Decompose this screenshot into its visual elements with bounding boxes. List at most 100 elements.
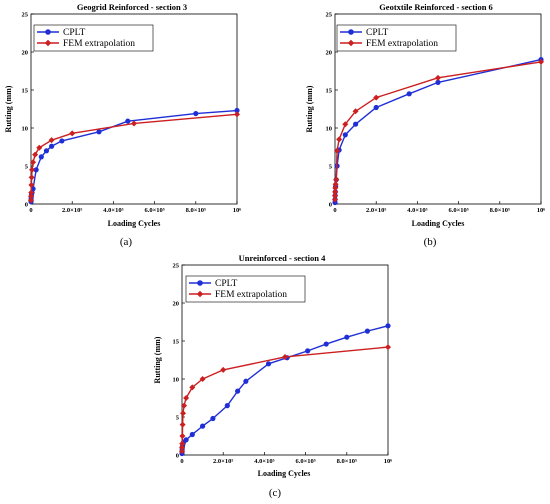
chart-a-cplt-point-12 [125, 118, 131, 124]
chart-b-cplt-point-10 [373, 104, 379, 111]
chart-a-fem-point-3 [28, 182, 35, 188]
chart-a-fem-point-10 [69, 130, 76, 137]
panel-c: Unreinforced - section 4 0 5 10 15 20 25 0 2.0×… [153, 253, 392, 499]
chart-b-fem-point-1 [332, 192, 339, 199]
chart-a-fem-point-9 [48, 137, 55, 144]
chart-c-ytick-label-2: 10 [173, 377, 180, 384]
legend-c-cplt-label: CPLT [215, 279, 238, 289]
chart-c-fem-point-10 [220, 366, 227, 373]
chart-c-cplt-point-15 [305, 348, 311, 354]
chart-c-fem-point-8 [189, 384, 196, 391]
chart-b-fem-point-5 [333, 176, 340, 183]
legend-a-cplt-marker [45, 29, 51, 35]
chart-c-cplt-point-7 [189, 431, 195, 438]
chart-a-plot: 0 5 10 15 20 25 0 2.0×10⁵ 4.0×10⁵ 6.0×10⁵ 8.0×10⁵ 1… [22, 12, 242, 215]
panel-a: Geogrid Reinforced - section 3 0 5 10 15 20 2… [4, 2, 241, 248]
chart-a-fem-point-0 [28, 197, 34, 204]
chart-b-xtick-label-1: 2.0×10⁵ [366, 207, 386, 214]
legend-b-cplt-marker [348, 29, 354, 35]
chart-b-xtick-label-3: 6.0×10⁵ [448, 207, 468, 214]
chart-a-fem-point-4 [28, 174, 35, 181]
chart-c-caption: (c) [269, 487, 282, 499]
chart-b-fem-point-10 [373, 94, 380, 101]
chart-c-ytick-label-1: 5 [176, 415, 180, 422]
chart-a-fem-point-12 [234, 111, 240, 118]
chart-b-legend: CPLT FEM extrapolation [336, 24, 457, 52]
chart-c-cplt-point-18 [364, 328, 370, 334]
chart-a-fem-point-6 [30, 159, 37, 166]
chart-c-ylabel: Rutting (mm) [153, 336, 162, 383]
panel-b: Geotxtile Reinforced - section 6 0 5 10 15 2… [305, 2, 545, 248]
chart-b-fem-point-11 [435, 74, 441, 81]
chart-c-fem-point-7 [183, 395, 190, 401]
chart-a-xlabel: Loading Cycles [108, 219, 161, 228]
chart-a-cplt-point-7 [38, 154, 44, 160]
chart-b-cplt-point-12 [435, 79, 441, 85]
chart-b-fem-point-6 [334, 147, 341, 154]
chart-c-fem-point-11 [282, 353, 288, 360]
chart-c-fem-point-6 [181, 402, 188, 409]
chart-c-cplt-point-8 [200, 423, 206, 429]
legend-a-frame [33, 24, 154, 52]
chart-a-cplt-point-11 [96, 129, 102, 135]
chart-c-ytick-label-5: 25 [173, 263, 180, 270]
chart-c-fem-point-2 [179, 440, 186, 447]
chart-b-fem-point-12 [538, 58, 544, 65]
chart-b-ytick-label-2: 10 [326, 126, 333, 133]
chart-b-ytick-label-0: 0 [329, 202, 332, 209]
chart-c-title: Unreinforced - section 4 [239, 253, 327, 263]
legend-a-fem-label: FEM extrapolation [63, 39, 135, 49]
chart-a-xtick-label-1: 2.0×10⁵ [62, 207, 82, 214]
legend-c-fem-label: FEM extrapolation [215, 290, 287, 300]
chart-c-ytick-label-0: 0 [176, 453, 179, 460]
chart-c-fem-point-12 [385, 344, 391, 351]
chart-c-ytick-label-4: 20 [173, 301, 180, 308]
chart-c-fem-point-4 [179, 421, 186, 428]
chart-a-fem-point-7 [32, 151, 39, 158]
legend-b-fem-marker [347, 39, 355, 47]
chart-c-cplt-point-13 [265, 361, 272, 367]
chart-c-plot-frame [181, 264, 389, 456]
chart-c-xtick-label-4: 8.0×10⁵ [337, 458, 357, 465]
chart-b-xlabel: Loading Cycles [412, 219, 465, 228]
chart-c-fem-point-9 [199, 376, 206, 382]
chart-b-fem-point-3 [332, 185, 339, 192]
chart-a-cplt-point-10 [59, 138, 65, 144]
chart-b-caption: (b) [424, 236, 437, 248]
chart-a-fem-point-8 [36, 144, 43, 151]
chart-a-ytick-label-1: 5 [25, 164, 29, 171]
chart-c-fem-point-0 [179, 448, 185, 455]
chart-b-cplt-point-11 [406, 91, 412, 97]
chart-c-cplt-point-9 [210, 415, 216, 422]
chart-c-cplt-point-12 [243, 378, 249, 384]
chart-c-legend: CPLT FEM extrapolation [185, 275, 306, 303]
chart-a-ytick-label-2: 10 [22, 126, 29, 133]
chart-b-fem-point-7 [336, 136, 343, 143]
chart-b-ytick-label-3: 15 [326, 88, 333, 95]
chart-b-fem-point-2 [332, 188, 339, 195]
chart-c-cplt-point-16 [323, 341, 329, 347]
legend-c-fem-marker [196, 290, 204, 298]
chart-a-legend: CPLT FEM extrapolation [33, 24, 154, 52]
chart-c-xtick-label-1: 2.0×10⁵ [213, 458, 233, 465]
chart-b-xtick-label-0: 0 [333, 207, 336, 214]
legend-b-cplt-label: CPLT [366, 28, 389, 38]
chart-a-fem-point-11 [131, 120, 137, 127]
chart-b-cplt-point-8 [342, 132, 348, 138]
chart-c-fem-point-5 [180, 410, 187, 417]
chart-c-xtick-label-0: 0 [180, 458, 183, 465]
chart-a-fem-point-2 [28, 189, 35, 196]
chart-c-cplt-point-6 [183, 437, 189, 443]
chart-a-cplt-point-6 [33, 167, 39, 173]
chart-a-cplt-point-9 [49, 143, 55, 149]
legend-b-fem-label: FEM extrapolation [366, 39, 438, 49]
chart-b-plot: 0 5 10 15 20 25 0 2.0×10⁵ 4.0×10⁵ 6.0×10⁵ 8.0×10⁵ 1… [326, 12, 546, 215]
chart-a-xtick-label-5: 10⁶ [233, 207, 242, 214]
chart-a-ytick-label-5: 25 [22, 12, 29, 19]
chart-b-cplt-point-9 [353, 121, 359, 127]
chart-c-series-cplt-line [181, 325, 389, 454]
chart-a-title: Geogrid Reinforced - section 3 [77, 2, 187, 12]
chart-c-fem-point-1 [179, 444, 186, 451]
chart-a-xtick-label-3: 6.0×10⁵ [144, 207, 164, 214]
chart-a-caption: (a) [120, 236, 133, 248]
